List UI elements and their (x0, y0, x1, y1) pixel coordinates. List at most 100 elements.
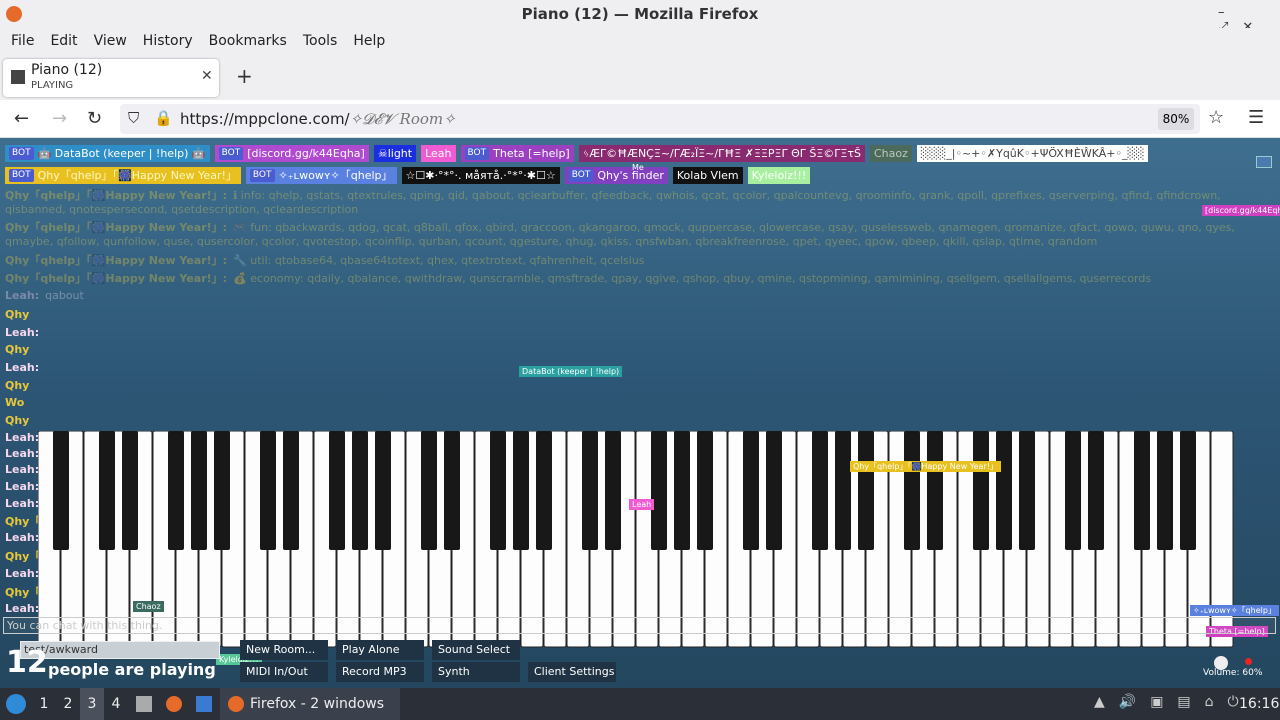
zoom-level[interactable]: 80% (1158, 108, 1194, 130)
black-key[interactable] (329, 431, 345, 550)
black-key[interactable] (697, 431, 713, 550)
black-key[interactable] (513, 431, 529, 550)
tray-icons[interactable]: ▲🔊▣▤⌂⏻ (1094, 694, 1253, 710)
user[interactable]: BOT [discord.gg/k44Eqha] (214, 145, 369, 162)
volume-knob[interactable] (1214, 656, 1228, 670)
room-input[interactable]: test/awkward (20, 641, 220, 659)
black-key[interactable] (904, 431, 920, 550)
black-key[interactable] (927, 431, 943, 550)
menu-item[interactable]: Tools (302, 33, 338, 49)
black-key[interactable] (1065, 431, 1081, 550)
piano[interactable] (38, 431, 1234, 648)
workspace[interactable]: 2 (63, 696, 73, 712)
black-key[interactable] (766, 431, 782, 550)
reload-button[interactable]: ↻ (87, 108, 103, 129)
black-key[interactable] (1134, 431, 1150, 550)
url-bar[interactable]: ⛉ 🔒 https://mppclone.com/✧𝓓𝓔𝓥 Room✧ 80% (120, 104, 1200, 134)
app-menu[interactable]: ☰ (1248, 107, 1265, 128)
user[interactable]: Chaoz (869, 145, 912, 162)
button[interactable]: Synth (432, 662, 520, 682)
button[interactable]: Client Settings (528, 662, 616, 682)
workspace[interactable]: 3 (80, 688, 104, 720)
button[interactable]: Record MP3 (336, 662, 424, 682)
user-name: ✧₊ʟᴡᴏᴡʏ✧「qhelp」 (278, 169, 393, 182)
chat-message: Qhy (5, 379, 1270, 393)
user[interactable]: Kolab Vlem (672, 167, 743, 184)
cursor-label: Theta [=help] (1206, 626, 1268, 637)
bot-badge: BOT (9, 169, 34, 182)
black-key[interactable] (1180, 431, 1196, 550)
black-key[interactable] (1088, 431, 1104, 550)
menu-item[interactable]: Edit (50, 33, 78, 49)
black-key[interactable] (858, 431, 874, 550)
black-key[interactable] (352, 431, 368, 550)
forward-button[interactable]: → (52, 108, 68, 129)
start-menu[interactable] (6, 694, 26, 714)
black-key[interactable] (490, 431, 506, 550)
user[interactable]: ☆☐✱·°*°·. мåятå.·°*°·✱☐☆ (401, 167, 560, 184)
menu-item[interactable]: Help (353, 33, 386, 49)
black-key[interactable] (260, 431, 276, 550)
launcher-firefox[interactable] (166, 696, 182, 712)
black-key[interactable] (973, 431, 989, 550)
black-key[interactable] (122, 431, 138, 550)
volume-label: Volume: 60% (1203, 668, 1263, 678)
black-key[interactable] (1019, 431, 1035, 550)
user[interactable]: ᛃÆΓ©ĦÆNÇΞ~/ΓÆ₂ÏΞ~/ΓĦΞ ✗ΞΞΡΞΓ ΘΓ ŠΞ©ΓΞτŠ (578, 145, 865, 162)
user[interactable]: BOT Qhy's finder (564, 167, 668, 184)
black-key[interactable] (743, 431, 759, 550)
launcher-app[interactable] (196, 696, 212, 712)
player-text: people are playing (48, 660, 216, 679)
menu-item[interactable]: Bookmarks (208, 33, 287, 49)
button[interactable]: New Room... (240, 640, 328, 660)
chat-message: Leah: (5, 497, 1270, 511)
chat-name: Leah: (5, 326, 40, 339)
black-key[interactable] (375, 431, 391, 550)
button[interactable]: Play Alone (336, 640, 424, 660)
workspace[interactable]: 4 (111, 696, 121, 712)
menu-item[interactable]: File (11, 33, 35, 49)
black-key[interactable] (53, 431, 69, 550)
black-key[interactable] (283, 431, 299, 550)
black-key[interactable] (444, 431, 460, 550)
menu-item[interactable]: History (142, 33, 193, 49)
user[interactable]: BOT Theta [=help] (460, 145, 574, 162)
black-key[interactable] (582, 431, 598, 550)
black-key[interactable] (812, 431, 828, 550)
user[interactable]: Leah (421, 145, 456, 162)
tab-close[interactable]: ✕ (201, 68, 213, 84)
user[interactable]: BOT ✧₊ʟᴡᴏᴡʏ✧「qhelp」 (245, 167, 397, 184)
black-key[interactable] (605, 431, 621, 550)
black-key[interactable] (168, 431, 184, 550)
black-key[interactable] (835, 431, 851, 550)
button[interactable]: MIDI In/Out (240, 662, 328, 682)
user[interactable]: BOT Qhy「qhelp」「🎆Happy New Year!」 (5, 167, 241, 184)
tab[interactable]: Piano (12) PLAYING ✕ (3, 59, 219, 97)
task-window[interactable]: Firefox - 2 windows (220, 688, 400, 720)
cursor-label: DataBot (keeper | !help) (519, 366, 623, 377)
back-button[interactable]: ← (14, 108, 30, 129)
chat-message: Leah: (5, 463, 1270, 477)
black-key[interactable] (421, 431, 437, 550)
user[interactable]: BOT 🤖 DataBot (keeper | !help) 🤖 (5, 145, 210, 162)
white-key[interactable] (1210, 431, 1234, 648)
bookmark-star[interactable]: ☆ (1208, 107, 1225, 128)
new-tab[interactable]: + (236, 64, 253, 88)
sidebar-icon[interactable] (1256, 156, 1272, 168)
black-key[interactable] (651, 431, 667, 550)
user[interactable]: ☠light (373, 145, 417, 162)
button[interactable]: Sound Select (432, 640, 520, 660)
menu-item[interactable]: View (93, 33, 127, 49)
black-key[interactable] (536, 431, 552, 550)
user[interactable]: Kyleloiz!!! (747, 167, 811, 184)
chat-input[interactable]: You can chat with this thing. (3, 617, 1276, 634)
launcher-files[interactable] (136, 696, 152, 712)
user[interactable]: ░░░_|◦~+◦✗ΥqûK◦+ΨÖXĦÈŴKÂ+◦_░░ (916, 145, 1149, 162)
black-key[interactable] (674, 431, 690, 550)
black-key[interactable] (214, 431, 230, 550)
black-key[interactable] (1157, 431, 1173, 550)
workspace[interactable]: 1 (39, 696, 49, 712)
black-key[interactable] (99, 431, 115, 550)
black-key[interactable] (996, 431, 1012, 550)
black-key[interactable] (191, 431, 207, 550)
